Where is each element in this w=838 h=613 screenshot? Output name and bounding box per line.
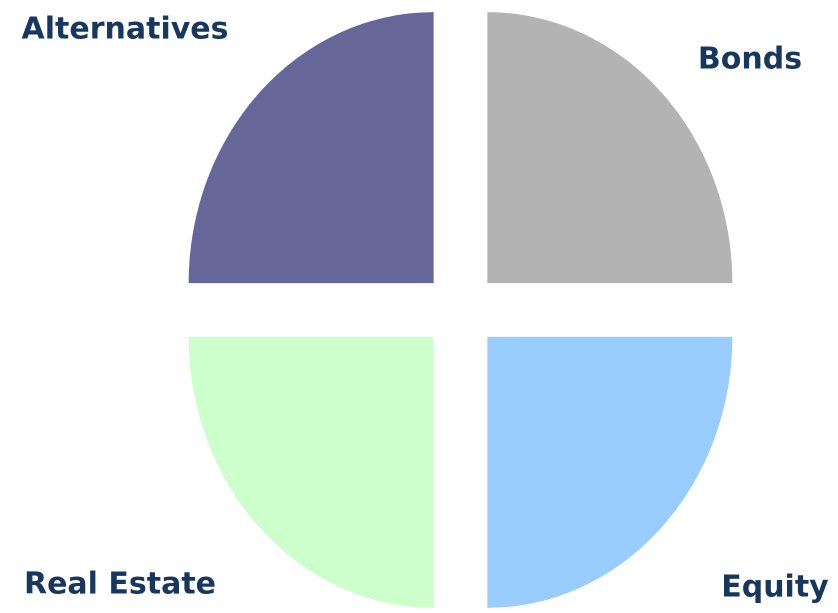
slice-label: Bonds	[698, 42, 802, 77]
pie-slice	[188, 336, 434, 608]
pie-slice	[487, 336, 733, 608]
pie-slice	[188, 12, 434, 284]
slice-label: Real Estate	[24, 567, 216, 602]
pie-slice	[487, 12, 733, 284]
slice-label: Equity	[721, 570, 829, 605]
slice-label: Alternatives	[22, 12, 229, 47]
